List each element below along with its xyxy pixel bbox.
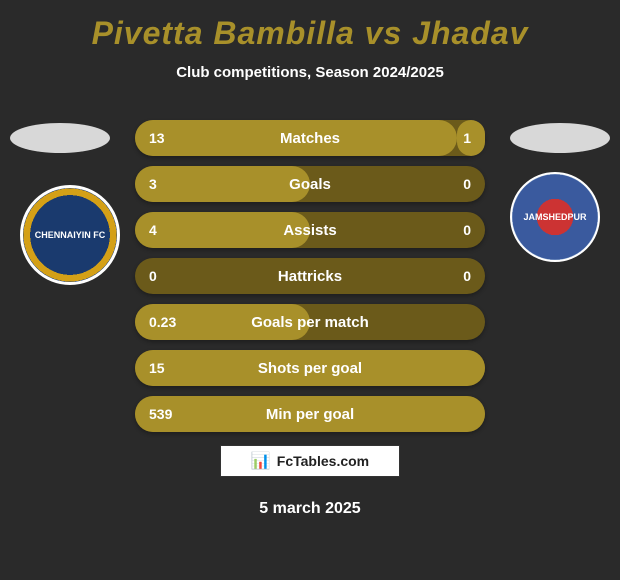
chart-icon: 📊 bbox=[251, 451, 271, 471]
stat-left-value: 539 bbox=[149, 406, 172, 422]
stat-right-value: 1 bbox=[463, 130, 471, 146]
stat-label: Matches bbox=[280, 130, 340, 147]
stat-row: 0.23 Goals per match bbox=[135, 304, 485, 340]
stat-label: Goals bbox=[289, 176, 331, 193]
club-right-logo: JAMSHEDPUR bbox=[510, 172, 600, 262]
stat-label: Shots per goal bbox=[258, 360, 362, 377]
player-left-avatar bbox=[10, 123, 110, 153]
club-left-logo: CHENNAIYIN FC bbox=[20, 185, 120, 285]
stat-left-value: 0 bbox=[149, 268, 157, 284]
page-title: Pivetta Bambilla vs Jhadav bbox=[0, 15, 620, 52]
date: 5 march 2025 bbox=[259, 500, 360, 518]
comparison-card: Pivetta Bambilla vs Jhadav Club competit… bbox=[0, 0, 620, 580]
stat-label: Min per goal bbox=[266, 406, 354, 423]
stat-left-value: 4 bbox=[149, 222, 157, 238]
player-right-avatar bbox=[510, 123, 610, 153]
stat-right-value: 0 bbox=[463, 222, 471, 238]
stat-row: 13 Matches 1 bbox=[135, 120, 485, 156]
stat-label: Goals per match bbox=[251, 314, 369, 331]
stat-label: Hattricks bbox=[278, 268, 342, 285]
bar-fill-left bbox=[135, 166, 310, 202]
stat-row: 3 Goals 0 bbox=[135, 166, 485, 202]
stat-row: 539 Min per goal bbox=[135, 396, 485, 432]
stat-right-value: 0 bbox=[463, 176, 471, 192]
stat-right-value: 0 bbox=[463, 268, 471, 284]
club-left-name: CHENNAIYIN FC bbox=[35, 230, 106, 240]
subtitle: Club competitions, Season 2024/2025 bbox=[0, 64, 620, 81]
stats-area: 13Matches13Goals04Assists00Hattricks00.2… bbox=[135, 120, 485, 442]
stat-row: 15 Shots per goal bbox=[135, 350, 485, 386]
club-right-name: JAMSHEDPUR bbox=[523, 212, 586, 222]
stat-left-value: 3 bbox=[149, 176, 157, 192]
footer-brand[interactable]: 📊 FcTables.com bbox=[220, 445, 400, 477]
stat-left-value: 13 bbox=[149, 130, 165, 146]
stat-left-value: 0.23 bbox=[149, 314, 176, 330]
stat-label: Assists bbox=[283, 222, 336, 239]
stat-row: 4 Assists 0 bbox=[135, 212, 485, 248]
stat-left-value: 15 bbox=[149, 360, 165, 376]
footer-brand-label: FcTables.com bbox=[277, 453, 369, 469]
bar-fill-right bbox=[457, 120, 485, 156]
stat-row: 0 Hattricks 0 bbox=[135, 258, 485, 294]
